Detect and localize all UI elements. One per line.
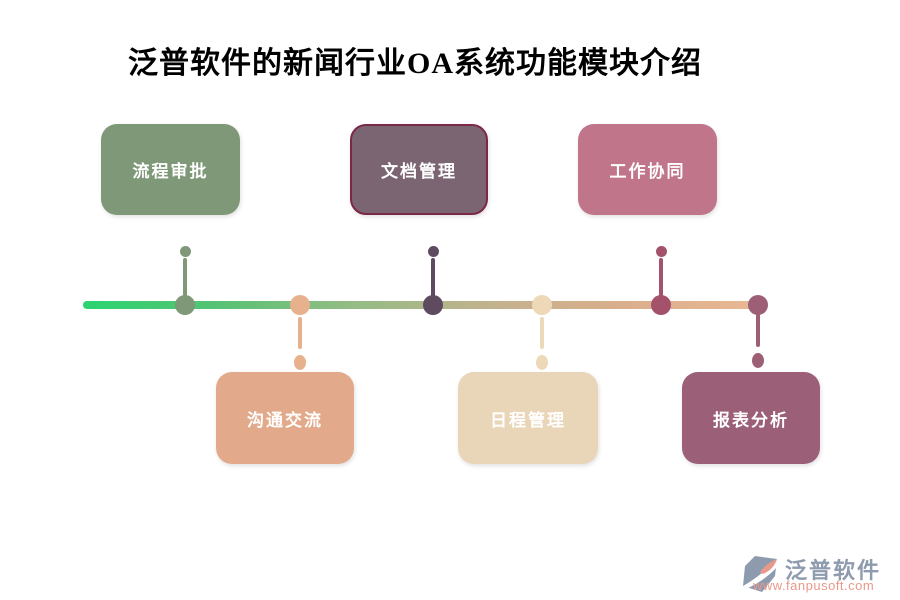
module-box-process-approval: 流程审批: [101, 124, 240, 215]
module-label-schedule-management: 日程管理: [490, 410, 566, 430]
connector-stem-document-management: [431, 258, 435, 300]
module-box-work-collaboration: 工作协同: [578, 124, 717, 215]
module-label-work-collaboration: 工作协同: [609, 162, 686, 181]
connector-stem-work-collaboration: [659, 258, 663, 300]
module-box-document-management: 文档管理: [350, 124, 488, 215]
timeline-dot-process-approval: [175, 295, 195, 315]
connector-dot-schedule-management: [536, 355, 548, 370]
module-box-report-analysis: 报表分析: [682, 372, 820, 464]
connector-dot-process-approval: [180, 246, 191, 257]
fanpu-logo-icon: [743, 556, 777, 592]
module-box-schedule-management: 日程管理: [458, 372, 598, 464]
connector-dot-work-collaboration: [656, 246, 667, 257]
module-label-communication: 沟通交流: [247, 410, 323, 430]
connector-stem-report-analysis: [756, 313, 760, 347]
timeline-dot-communication: [290, 295, 310, 315]
fanpu-logo-url: www.fanpusoft.com: [753, 578, 875, 593]
module-label-process-approval: 流程审批: [132, 162, 209, 181]
module-label-report-analysis: 报表分析: [713, 410, 789, 430]
connector-dot-communication: [294, 355, 306, 370]
timeline-dot-report-analysis: [748, 295, 768, 315]
page-title: 泛普软件的新闻行业OA系统功能模块介绍: [128, 47, 702, 80]
connector-stem-schedule-management: [540, 317, 544, 349]
timeline-dot-document-management: [423, 295, 443, 315]
fanpu-logo: 泛普软件 www.fanpusoft.com: [741, 554, 893, 596]
timeline-dot-schedule-management: [532, 295, 552, 315]
connector-stem-process-approval: [183, 258, 187, 300]
timeline-bar: [83, 301, 762, 309]
module-box-communication: 沟通交流: [216, 372, 354, 464]
connector-stem-communication: [298, 317, 302, 349]
timeline-dot-work-collaboration: [651, 295, 671, 315]
module-label-document-management: 文档管理: [381, 162, 457, 181]
connector-dot-document-management: [428, 246, 439, 257]
fanpu-logo-text: 泛普软件: [785, 558, 882, 583]
connector-dot-report-analysis: [752, 353, 764, 368]
